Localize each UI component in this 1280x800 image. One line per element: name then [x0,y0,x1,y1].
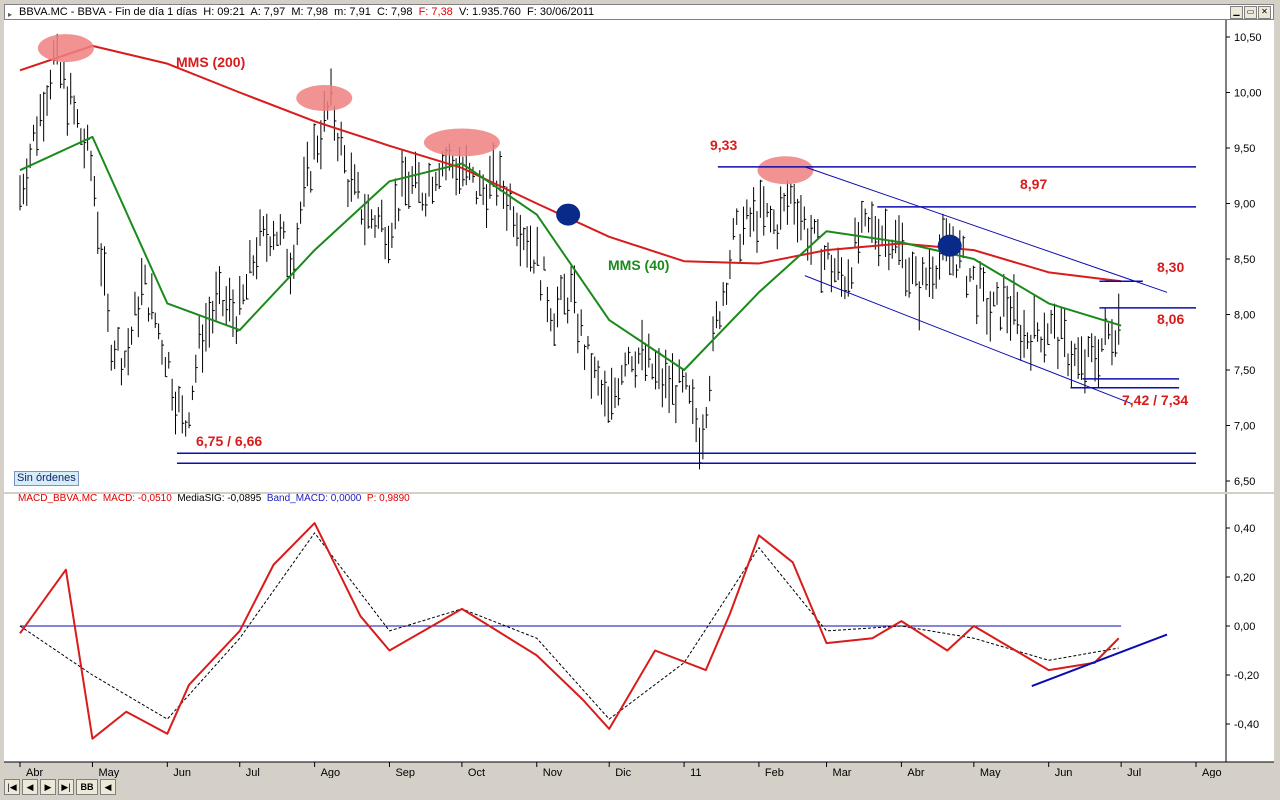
title-symbol: BBVA.MC - BBVA - Fin de día 1 días [19,6,198,18]
highlight-ellipse [37,34,94,63]
x-tick-label: Jul [1127,767,1141,779]
level-830-label: 8,30 [1157,259,1184,275]
next-button[interactable]: ▶ [40,779,56,795]
price-tick-label: 9,50 [1234,143,1255,155]
x-tick-label: Nov [543,767,563,779]
x-tick-label: 11 [690,767,701,779]
price-tick-label: 10,50 [1234,32,1262,44]
price-tick-label: 7,00 [1234,421,1255,433]
mms40-line [19,135,1122,371]
minimize-button[interactable]: ▁ [1230,6,1243,19]
level-897-label: 8,97 [1020,176,1047,192]
price-bars [19,33,1121,470]
price-tick-label: 9,00 [1234,199,1255,211]
highlight-ellipse [296,85,353,112]
highlight-ellipse [423,128,500,157]
x-tick-label: Dic [615,767,631,779]
macd-signal-line [19,532,1119,720]
highlight-ellipse [757,156,814,185]
macd-p: P: 0,9890 [366,493,410,504]
navigation-bar: |◀ ◀ ▶ ▶| BB ◀ [4,778,1274,796]
x-tick-label: May [980,767,1001,779]
title-low: m: 7,91 [334,6,371,18]
cross-marker [937,234,962,257]
restore-button[interactable]: ▭ [1244,6,1257,19]
menu-triangle-icon[interactable]: ▸ [8,10,13,19]
macd-header: MACD_BBVA.MC MACD: -0,0510 MediaSIG: -0,… [18,493,410,504]
level-933-label: 9,33 [710,137,737,153]
macd-tick-label: 0,40 [1234,523,1255,535]
prev-button[interactable]: ◀ [22,779,38,795]
price-tick-label: 6,50 [1234,476,1255,488]
price-tick-label: 8,50 [1234,254,1255,266]
x-tick-label: Abr [907,767,924,779]
price-tick-label: 8,00 [1234,310,1255,322]
x-tick-label: Ago [321,767,341,779]
title-bar: ▸ BBVA.MC - BBVA - Fin de día 1 días H: … [4,4,1274,20]
title-open: A: 7,97 [250,6,286,18]
x-tick-label: Jun [173,767,191,779]
macd-tick-label: -0,20 [1234,670,1259,682]
macd-value: MACD: -0,0510 [102,493,172,504]
macd-tick-label: 0,20 [1234,572,1255,584]
support-label: 6,75 / 6,66 [196,433,262,449]
level-742-label: 7,42 / 7,34 [1122,392,1188,408]
price-tick-label: 10,00 [1234,88,1262,100]
macd-band: Band_MACD: 0,0000 [266,493,362,504]
title-close: C: 7,98 [376,6,413,18]
macd-tick-label: -0,40 [1234,719,1259,731]
title-date: F: 30/06/2011 [527,6,595,18]
x-tick-label: Feb [765,767,784,779]
status-badge[interactable]: Sin órdenes [14,471,79,486]
macd-panel [4,494,1274,762]
x-tick-label: Sep [395,767,415,779]
cross-marker [556,203,581,226]
first-button[interactable]: |◀ [4,779,20,795]
close-button[interactable]: ✕ [1258,6,1271,19]
mms40-label: MMS (40) [608,257,669,273]
channel-lower-line [804,275,1131,404]
level-806-label: 8,06 [1157,311,1184,327]
x-tick-label: Abr [26,767,43,779]
x-tick-label: Jun [1055,767,1073,779]
scroll-left-button[interactable]: ◀ [100,779,116,795]
mms200-label: MMS (200) [176,54,245,70]
x-tick-label: May [98,767,119,779]
macd-line [19,522,1120,740]
macd-trend-line [1031,633,1168,687]
macd-tick-label: 0,00 [1234,621,1255,633]
macd-name: MACD_BBVA.MC [18,493,98,504]
x-tick-label: Oct [468,767,485,779]
title-hour: H: 09:21 [203,6,245,18]
price-tick-label: 7,50 [1234,365,1255,377]
channel-upper-line [804,166,1168,293]
bb-button[interactable]: BB [76,779,98,795]
title-volume: V: 1.935.760 [458,6,521,18]
title-high: M: 7,98 [291,6,329,18]
x-tick-label: Mar [833,767,852,779]
x-tick-label: Jul [246,767,260,779]
last-button[interactable]: ▶| [58,779,74,795]
title-pct: F: 7,38 [418,6,453,18]
x-tick-label: Ago [1202,767,1222,779]
macd-signal: MediaSIG: -0,0895 [177,493,262,504]
